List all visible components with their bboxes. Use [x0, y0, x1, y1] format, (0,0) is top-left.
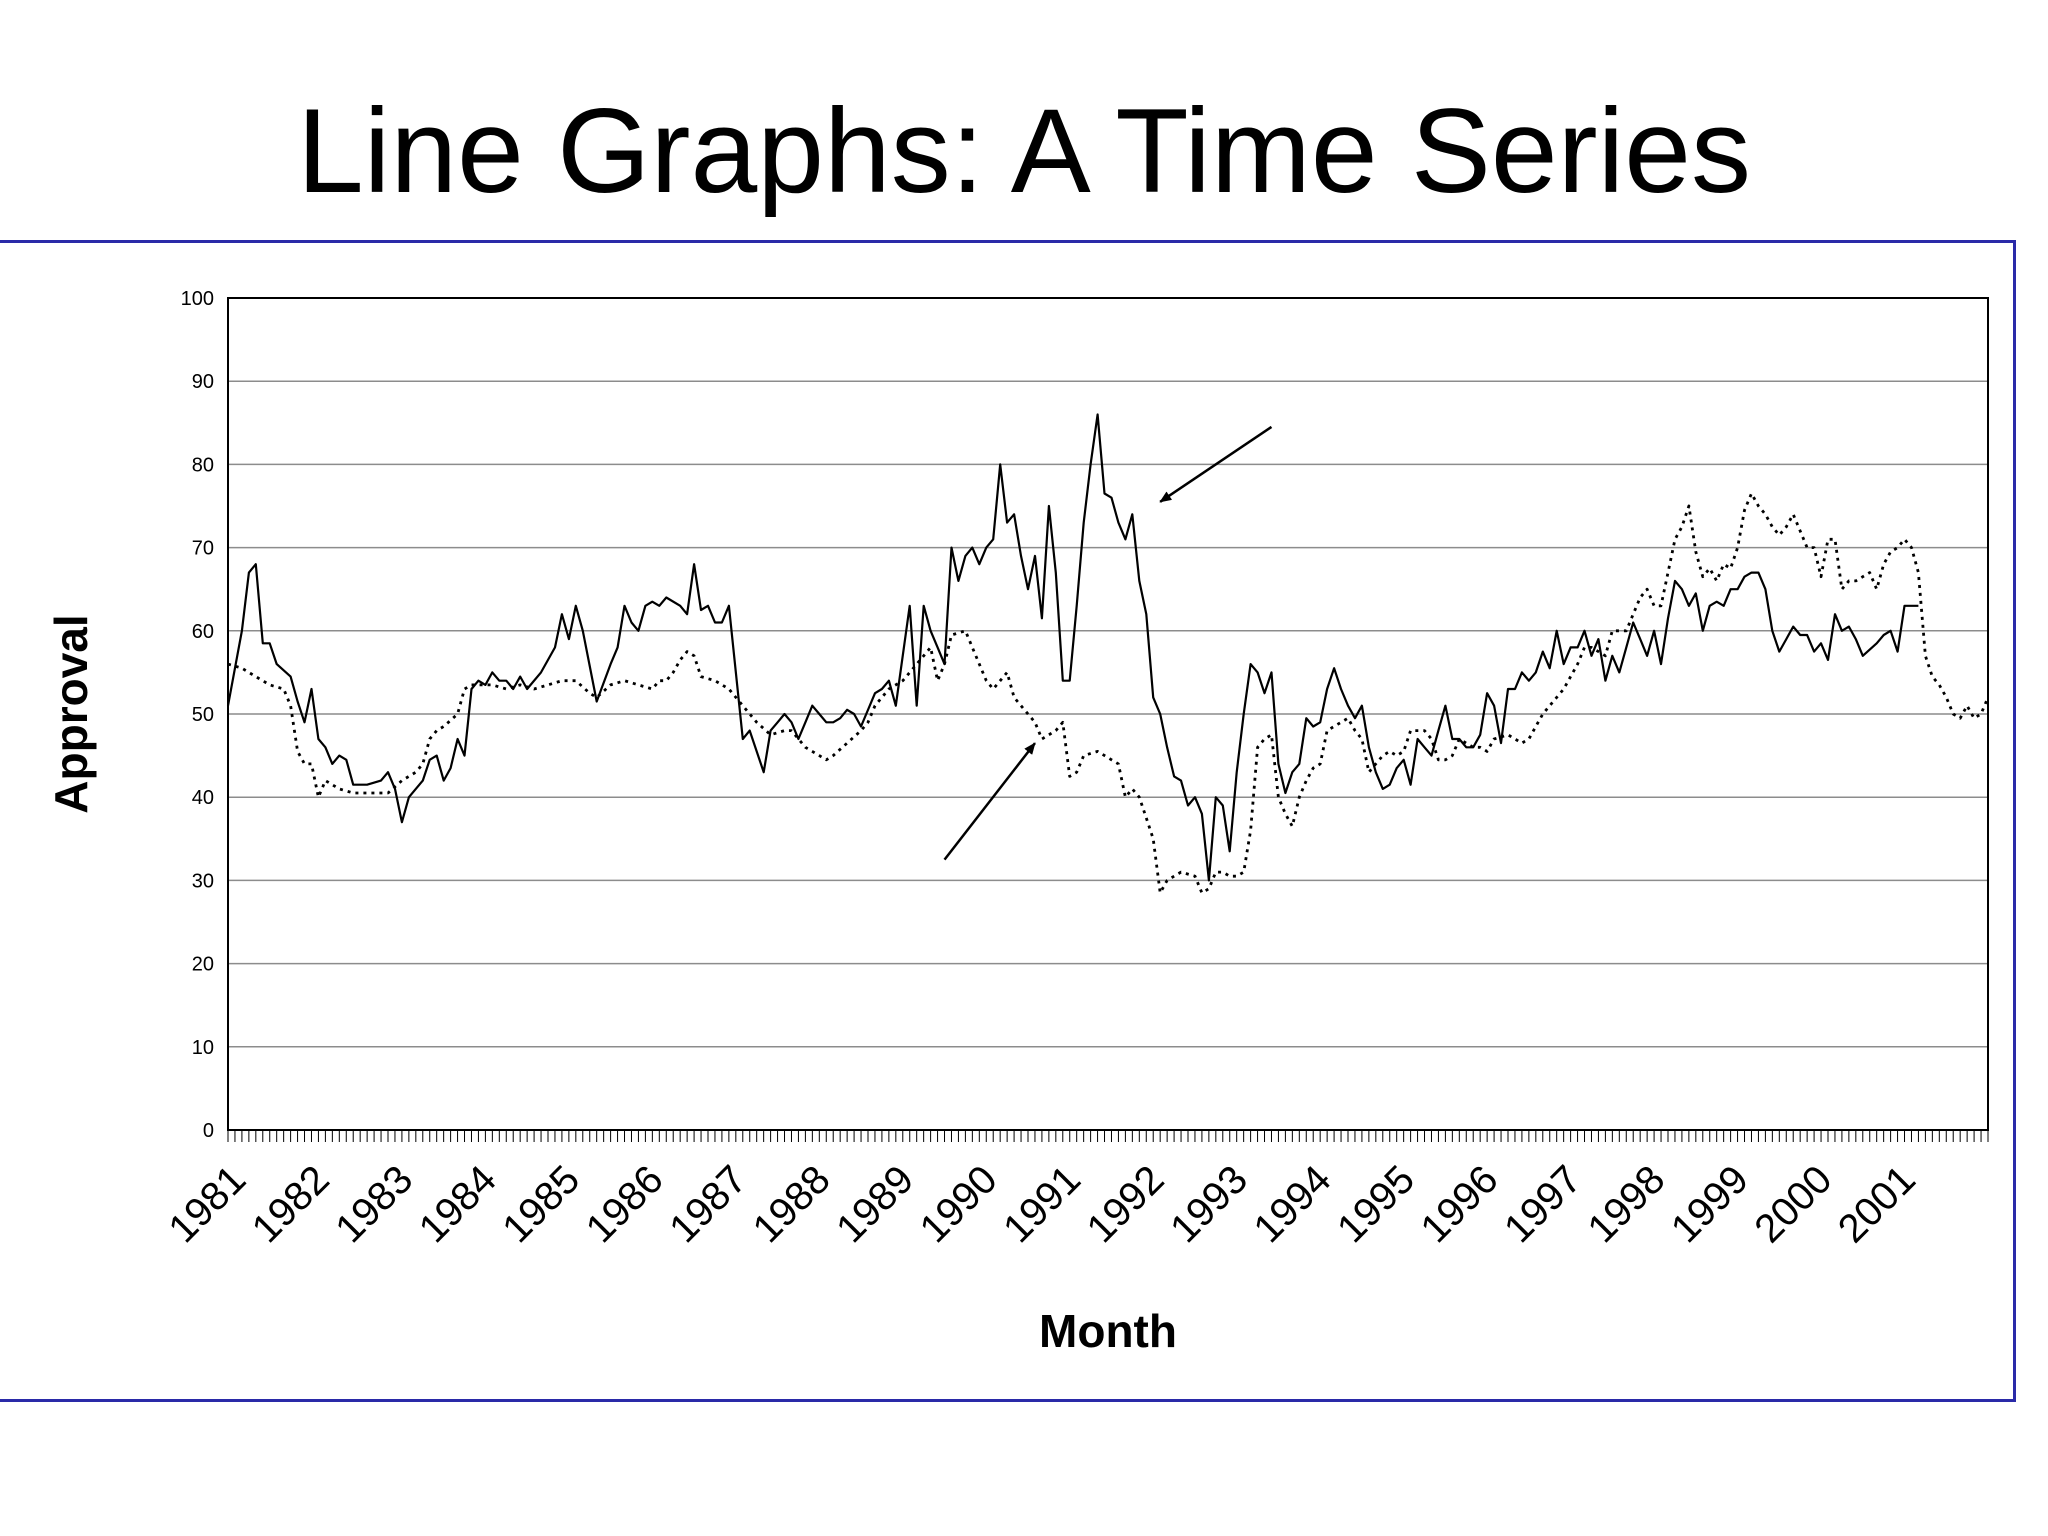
- x-axis-label: Month: [1039, 1305, 1177, 1357]
- y-tick-label-20: 20: [192, 954, 214, 976]
- x-tick-label-1996: 1996: [1413, 1157, 1507, 1251]
- x-tick-label-1997: 1997: [1496, 1157, 1590, 1251]
- line-chart: 0102030405060708090100198119821983198419…: [45, 288, 1990, 1357]
- x-tick-label-1984: 1984: [411, 1157, 505, 1251]
- y-axis-label: Approval: [45, 614, 97, 813]
- x-tick-label-1985: 1985: [494, 1157, 588, 1251]
- y-tick-label-30: 30: [192, 870, 214, 892]
- slide-title: Line Graphs: A Time Series: [296, 84, 1752, 218]
- y-tick-label-10: 10: [192, 1037, 214, 1059]
- x-tick-label-1994: 1994: [1246, 1157, 1340, 1251]
- y-tick-label-60: 60: [192, 621, 214, 643]
- x-tick-label-1993: 1993: [1162, 1157, 1256, 1251]
- x-tick-label-1995: 1995: [1329, 1157, 1423, 1251]
- x-tick-label-2000: 2000: [1746, 1157, 1840, 1251]
- x-tick-label-1990: 1990: [912, 1157, 1006, 1251]
- y-tick-label-90: 90: [192, 371, 214, 393]
- x-tick-label-1992: 1992: [1079, 1157, 1173, 1251]
- x-tick-label-1986: 1986: [578, 1157, 672, 1251]
- x-tick-label-1991: 1991: [995, 1157, 1089, 1251]
- x-tick-label-2001: 2001: [1830, 1157, 1924, 1251]
- x-tick-label-1989: 1989: [828, 1157, 922, 1251]
- x-tick-label-1998: 1998: [1579, 1157, 1673, 1251]
- x-tick-label-1983: 1983: [327, 1157, 421, 1251]
- annotation-arrow-1: [1159, 425, 1273, 503]
- series-line-solid: [226, 413, 1919, 882]
- y-tick-label-0: 0: [203, 1120, 214, 1142]
- chart-frame: 0 10 20 30 40 50 60 70 80 90 100 1981 1982 1983 1984 19…: [0, 240, 2016, 1402]
- x-tick-label-1999: 1999: [1663, 1157, 1757, 1251]
- x-tick-label-1982: 1982: [244, 1157, 338, 1251]
- x-tick-label-1988: 1988: [745, 1157, 839, 1251]
- y-tick-label-50: 50: [192, 704, 214, 726]
- y-tick-label-80: 80: [192, 454, 214, 476]
- series-line-dotted: [227, 492, 1990, 895]
- y-tick-label-70: 70: [192, 538, 214, 560]
- y-tick-label-100: 100: [181, 288, 214, 310]
- y-tick-label-40: 40: [192, 787, 214, 809]
- x-tick-label-1987: 1987: [661, 1157, 755, 1251]
- annotation-arrow-2: [943, 742, 1036, 861]
- x-tick-label-1981: 1981: [160, 1157, 254, 1251]
- plot-area: [227, 297, 1989, 1131]
